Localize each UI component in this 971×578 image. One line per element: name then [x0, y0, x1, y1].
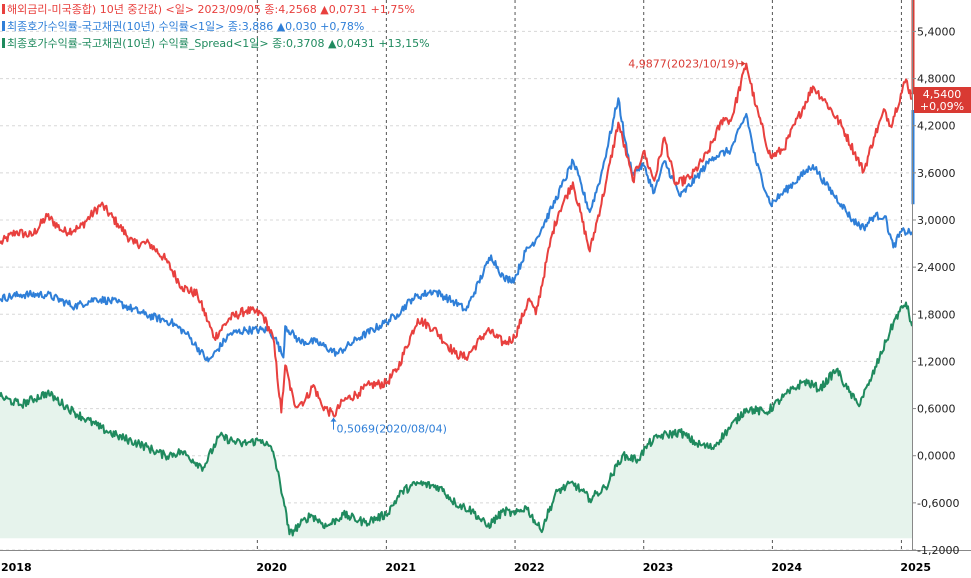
legend-label-us-treasury: 해외금리-미국종합) 10년 중간값) <일> 2023/09/05 종:4,2…	[7, 3, 415, 16]
spread-area-fill	[0, 302, 912, 539]
legend-marker-red	[2, 4, 5, 14]
x-tick-label: 2022	[514, 561, 545, 574]
x-tick-label: 2020	[256, 561, 287, 574]
legend-label-spread: 최종호가수익률-국고채권(10년) 수익률_Spread<1일> 종:0,370…	[7, 37, 430, 50]
legend-item-us-treasury[interactable]: 해외금리-미국종합) 10년 중간값) <일> 2023/09/05 종:4,2…	[2, 1, 430, 18]
legend-label-ktb: 최종호가수익률-국고채권(10년) 수익률<1일> 종:3,886 ▲0,030…	[7, 20, 365, 33]
legend: 해외금리-미국종합) 10년 중간값) <일> 2023/09/05 종:4,2…	[2, 1, 430, 52]
series-line-ktb	[0, 97, 913, 363]
y-tick-label: 2,4000	[917, 261, 956, 274]
y-tick-label: 3,6000	[917, 167, 956, 180]
y-tick-label: 3,0000	[917, 214, 956, 227]
x-tick-label: 2024	[771, 561, 802, 574]
y-tick-label: 4,2000	[917, 120, 956, 133]
max-annotation-label: 4,9877(2023/10/19)	[628, 58, 738, 71]
legend-item-ktb[interactable]: 최종호가수익률-국고채권(10년) 수익률<1일> 종:3,886 ▲0,030…	[2, 18, 430, 35]
annotations: 4,9877(2023/10/19) 0,5069(2020/08/04)	[330, 58, 746, 436]
series-line-spread	[0, 301, 913, 537]
y-tick-label: 1,2000	[917, 355, 956, 368]
x-tick-label: 2018	[1, 561, 32, 574]
last-value-label: 4,5400	[923, 88, 962, 101]
x-tick-label: 2021	[385, 561, 416, 574]
last-value-change: +0,09%	[920, 100, 964, 113]
y-tick-label: 0,6000	[917, 403, 956, 416]
max-annotation-arrowhead	[741, 60, 746, 67]
y-tick-label: 1,8000	[917, 308, 956, 321]
y-tick-label: 4,8000	[917, 73, 956, 86]
y-tick-label: -0,6000	[917, 497, 959, 510]
series-line-us-treasury	[0, 62, 913, 418]
y-tick-label: 5,4000	[917, 25, 956, 38]
spread-area	[0, 302, 912, 539]
y-tick-label: -1,2000	[917, 544, 959, 557]
min-annotation-label: 0,5069(2020/08/04)	[336, 423, 446, 436]
last-value-box	[914, 87, 971, 113]
y-tick-label: 0,0000	[917, 450, 956, 463]
legend-marker-blue	[2, 21, 5, 31]
legend-marker-green	[2, 38, 5, 48]
legend-item-spread[interactable]: 최종호가수익률-국고채권(10년) 수익률_Spread<1일> 종:0,370…	[2, 35, 430, 52]
x-tick-label: 2025	[900, 561, 931, 574]
x-tick-label: 2023	[643, 561, 674, 574]
min-annotation-arrowhead	[330, 417, 337, 422]
